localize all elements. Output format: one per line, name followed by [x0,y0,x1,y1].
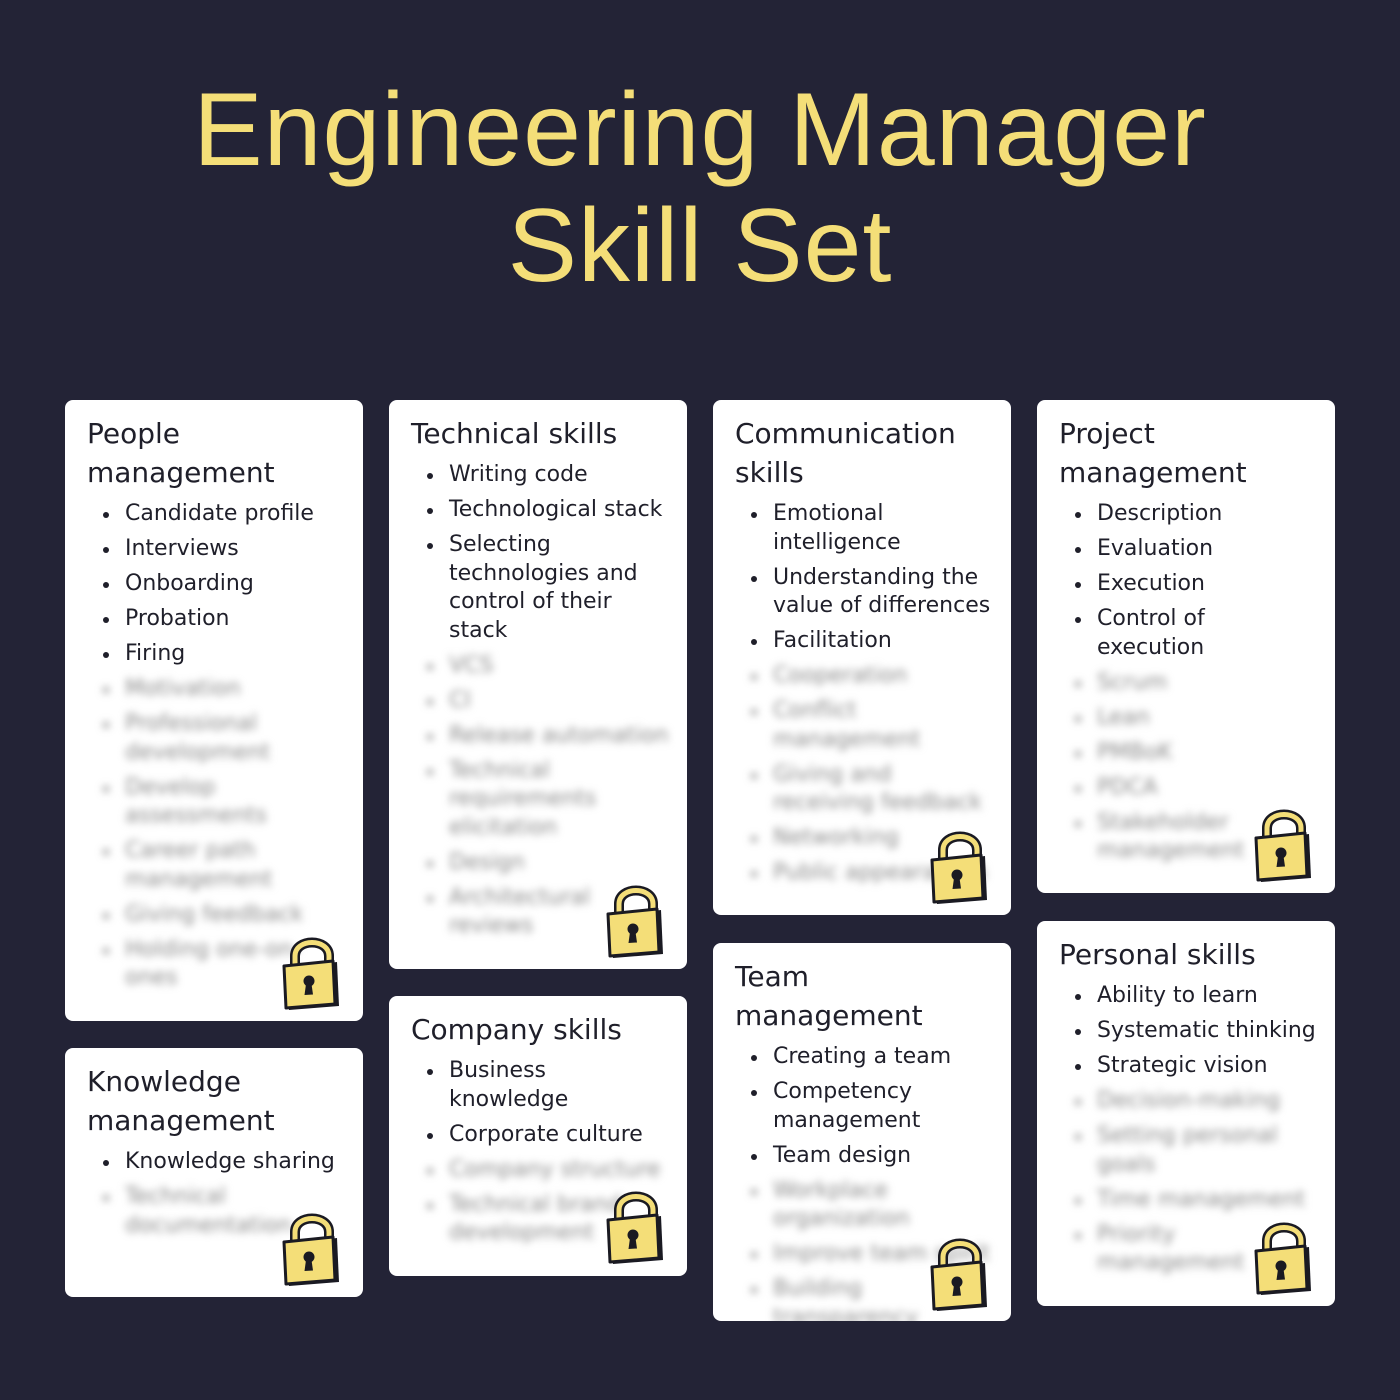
skill-list: Description Evaluation Execution Control of… [1059,500,1317,866]
skill-item: Corporate culture [427,1121,669,1150]
card-team-management: Team management Creating a team Competenc… [713,943,1011,1321]
card-title: Project management [1059,417,1247,489]
card-company-skills: Company skills Business knowledge Corpora… [389,996,687,1276]
locked-skill-item: Career path management [103,837,345,894]
skill-list: Emotional intelligence Understanding the … [735,500,993,888]
skill-item: Strategic vision [1075,1052,1317,1081]
skill-item: Selecting technologies and control of th… [427,531,669,645]
locked-skill-item: Giving and receiving feedback [751,761,993,818]
card-people-management: People management Candidate profile Inter… [65,400,363,1021]
locked-skill-item: Priority management [1075,1221,1317,1278]
locked-skill-item: Technical requirements elicitation [427,757,669,843]
skill-item: Systematic thinking [1075,1017,1317,1046]
locked-skill-item: Building transparency [751,1275,993,1321]
card-title: Communication skills [735,417,956,489]
skill-list: Knowledge sharing Technical documentation [87,1148,345,1240]
locked-skill-item: Scrum [1075,669,1317,698]
skill-item: Understanding the value of differences [751,564,993,621]
card-title: People management [87,417,275,489]
skill-item: Control of execution [1075,605,1317,662]
locked-skill-item: Giving feedback [103,901,345,930]
locked-skill-item: Motivation [103,675,345,704]
card-title: Company skills [411,1013,622,1046]
locked-skill-item: CI [427,687,669,716]
locked-skill-item: VCS [427,652,669,681]
skill-item: Probation [103,605,345,634]
card-knowledge-management: Knowledge management Knowledge sharing Te… [65,1048,363,1297]
padlock-icon [1254,1222,1311,1295]
padlock-icon [606,1191,663,1264]
locked-skill-item: PDCA [1075,774,1317,803]
skill-item: Emotional intelligence [751,500,993,557]
locked-skill-item: Holding one-on-ones [103,936,345,993]
skill-item: Candidate profile [103,500,345,529]
card-title: Team management [735,960,923,1032]
card-title: Technical skills [411,417,618,450]
locked-skill-item: Develop assessments [103,774,345,831]
card-communication-skills: Communication skills Emotional intellige… [713,400,1011,915]
locked-skill-item: PMBoK [1075,739,1317,768]
padlock-icon [606,885,663,958]
card-title: Knowledge management [87,1065,275,1137]
title-line-1: Engineering Manager [193,72,1207,188]
locked-skill-item: Lean [1075,704,1317,733]
locked-skill-item: Technical documentation [103,1183,345,1240]
locked-skill-item: Networking [751,824,993,853]
skill-item: Facilitation [751,627,993,656]
locked-skill-item: Workplace organization [751,1177,993,1234]
locked-skill-item: Time management [1075,1186,1317,1215]
card-technical-skills: Technical skills Writing code Technologic… [389,400,687,969]
locked-skill-item: Setting personal goals [1075,1122,1317,1179]
skill-item: Competency management [751,1078,993,1135]
title-line-2: Skill Set [507,188,893,304]
skill-item: Creating a team [751,1043,993,1072]
skill-item: Evaluation [1075,535,1317,564]
locked-skill-item: Release automation [427,722,669,751]
skill-list: Writing code Technological stack Selecting… [411,461,669,941]
padlock-icon [1254,809,1311,882]
padlock-icon [930,831,987,904]
locked-skill-item: Decision-making [1075,1087,1317,1116]
skill-list: Ability to learn Systematic thinking Strat… [1059,982,1317,1278]
page-title: Engineering Manager Skill Set [0,72,1400,304]
locked-skill-item: Stakeholder management [1075,809,1317,866]
skill-item: Team design [751,1142,993,1171]
skill-item: Ability to learn [1075,982,1317,1011]
skill-item: Onboarding [103,570,345,599]
card-title: Personal skills [1059,938,1256,971]
skill-list: Creating a team Competency management Team… [735,1043,993,1321]
locked-skill-item: Professional development [103,710,345,767]
padlock-icon [930,1238,987,1311]
skill-item: Execution [1075,570,1317,599]
skill-list: Candidate profile Interviews Onboarding Pro… [87,500,345,993]
locked-skill-item: Conflict management [751,697,993,754]
skill-item: Description [1075,500,1317,529]
locked-skill-item: Company structure [427,1156,669,1185]
skill-list: Business knowledge Corporate culture Compa… [411,1057,669,1248]
card-personal-skills: Personal skills Ability to learn Systemat… [1037,921,1335,1306]
card-project-management: Project management Description Evaluation… [1037,400,1335,893]
locked-skill-item: Architectural reviews [427,884,669,941]
padlock-icon [282,1213,339,1286]
skill-item: Business knowledge [427,1057,669,1114]
skill-item: Knowledge sharing [103,1148,345,1177]
locked-skill-item: Cooperation [751,662,993,691]
locked-skill-item: Design [427,849,669,878]
skill-item: Technological stack [427,496,669,525]
padlock-icon [282,937,339,1010]
skill-item: Firing [103,640,345,669]
skill-item: Interviews [103,535,345,564]
locked-skill-item: Technical brand development [427,1191,669,1248]
skill-item: Writing code [427,461,669,490]
